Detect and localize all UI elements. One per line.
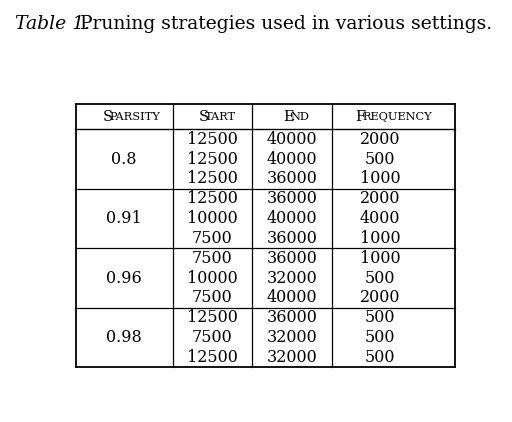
Text: S: S bbox=[102, 110, 113, 124]
Text: 12500: 12500 bbox=[187, 190, 238, 207]
Text: Pruning strategies used in various settings.: Pruning strategies used in various setti… bbox=[74, 15, 493, 33]
Text: 2000: 2000 bbox=[360, 289, 400, 306]
Text: S: S bbox=[198, 110, 208, 124]
Text: 12500: 12500 bbox=[187, 151, 238, 168]
Text: 40000: 40000 bbox=[267, 151, 317, 168]
Text: 0.98: 0.98 bbox=[106, 329, 142, 346]
Text: Table 1.: Table 1. bbox=[15, 15, 91, 33]
Text: 4000: 4000 bbox=[360, 210, 400, 227]
Text: 12500: 12500 bbox=[187, 170, 238, 187]
Text: REQUENCY: REQUENCY bbox=[362, 112, 432, 122]
Text: 10000: 10000 bbox=[187, 210, 238, 227]
Text: 36000: 36000 bbox=[266, 190, 317, 207]
Text: TART: TART bbox=[205, 112, 236, 122]
Text: 0.91: 0.91 bbox=[106, 210, 142, 227]
Text: 32000: 32000 bbox=[267, 270, 317, 287]
Text: F: F bbox=[355, 110, 366, 124]
Text: 1000: 1000 bbox=[360, 250, 400, 267]
Text: 500: 500 bbox=[365, 151, 395, 168]
Text: 500: 500 bbox=[365, 309, 395, 326]
Text: 12500: 12500 bbox=[187, 131, 238, 148]
Text: 32000: 32000 bbox=[267, 349, 317, 366]
Text: 0.8: 0.8 bbox=[112, 151, 137, 168]
Text: 2000: 2000 bbox=[360, 131, 400, 148]
Text: 32000: 32000 bbox=[267, 329, 317, 346]
Text: 7500: 7500 bbox=[192, 250, 232, 267]
Text: 1000: 1000 bbox=[360, 170, 400, 187]
Text: E: E bbox=[283, 110, 294, 124]
Text: 36000: 36000 bbox=[266, 170, 317, 187]
Text: 12500: 12500 bbox=[187, 309, 238, 326]
Text: 2000: 2000 bbox=[360, 190, 400, 207]
Text: 36000: 36000 bbox=[266, 250, 317, 267]
Text: 40000: 40000 bbox=[267, 210, 317, 227]
Text: 40000: 40000 bbox=[267, 289, 317, 306]
Text: ND: ND bbox=[290, 112, 309, 122]
Text: 40000: 40000 bbox=[267, 131, 317, 148]
Text: 500: 500 bbox=[365, 329, 395, 346]
Text: 36000: 36000 bbox=[266, 309, 317, 326]
Text: 1000: 1000 bbox=[360, 230, 400, 247]
Text: 500: 500 bbox=[365, 270, 395, 287]
Text: 10000: 10000 bbox=[187, 270, 238, 287]
Text: 7500: 7500 bbox=[192, 329, 232, 346]
Text: PARSITY: PARSITY bbox=[109, 112, 160, 122]
Text: 12500: 12500 bbox=[187, 349, 238, 366]
Text: 500: 500 bbox=[365, 349, 395, 366]
Text: 0.96: 0.96 bbox=[106, 270, 142, 287]
Text: 7500: 7500 bbox=[192, 289, 232, 306]
Text: 36000: 36000 bbox=[266, 230, 317, 247]
Text: 7500: 7500 bbox=[192, 230, 232, 247]
